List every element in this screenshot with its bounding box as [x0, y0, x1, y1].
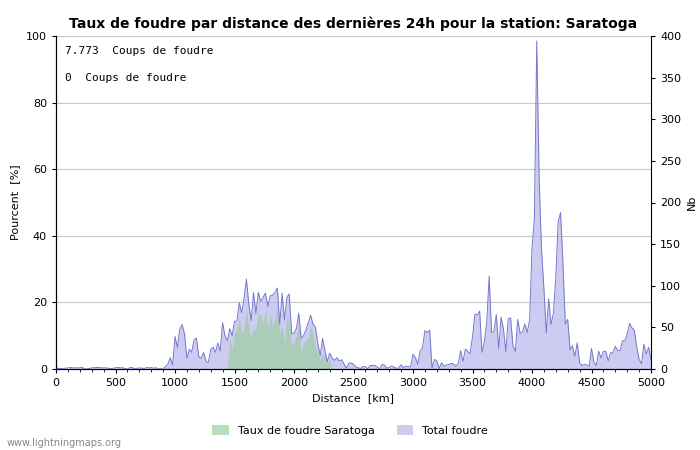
Text: 7.773  Coups de foudre: 7.773 Coups de foudre — [65, 46, 214, 56]
Title: Taux de foudre par distance des dernières 24h pour la station: Saratoga: Taux de foudre par distance des dernière… — [69, 16, 638, 31]
Text: www.lightningmaps.org: www.lightningmaps.org — [7, 438, 122, 448]
Text: 0  Coups de foudre: 0 Coups de foudre — [65, 72, 186, 83]
Y-axis label: Nb: Nb — [687, 195, 696, 210]
X-axis label: Distance  [km]: Distance [km] — [312, 394, 395, 404]
Legend: Taux de foudre Saratoga, Total foudre: Taux de foudre Saratoga, Total foudre — [208, 420, 492, 440]
Y-axis label: Pourcent  [%]: Pourcent [%] — [10, 165, 20, 240]
